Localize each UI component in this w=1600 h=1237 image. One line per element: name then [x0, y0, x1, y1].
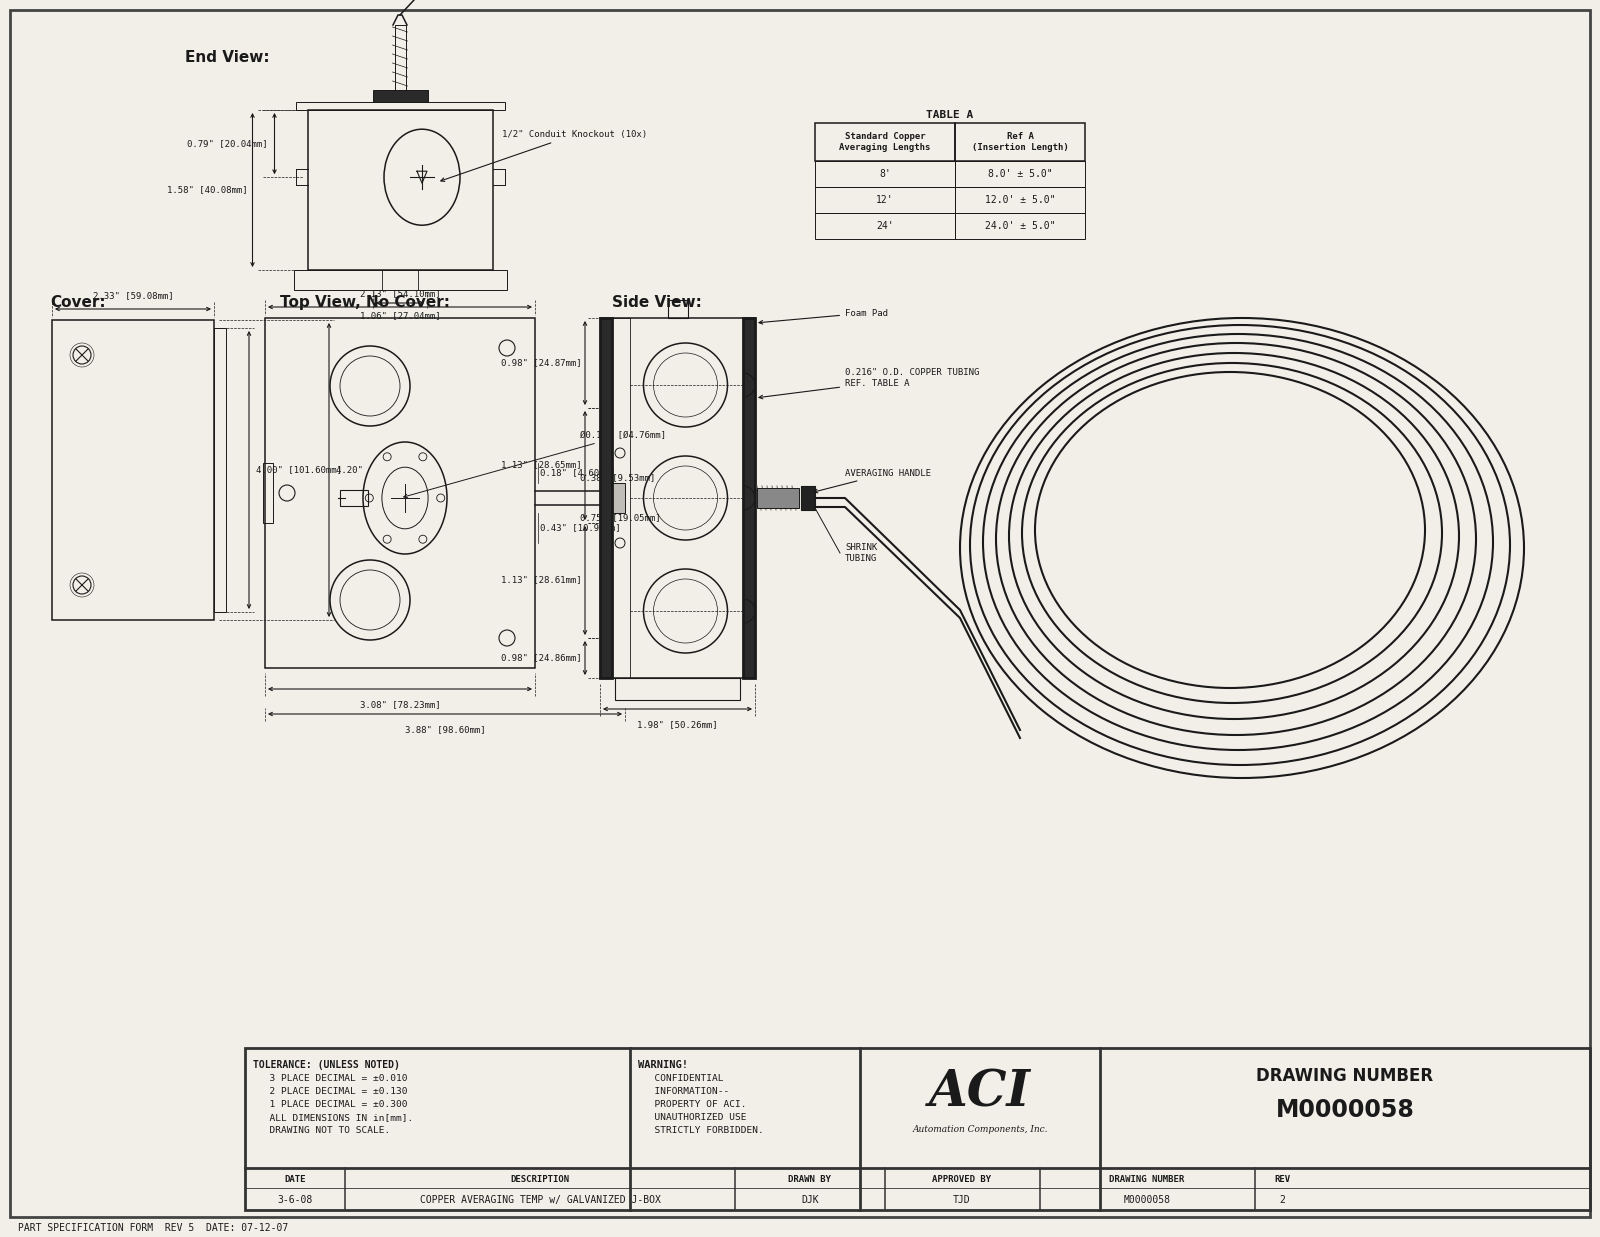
Bar: [955, 122, 1085, 161]
Bar: [955, 213, 1085, 239]
Text: DRAWING NOT TO SCALE.: DRAWING NOT TO SCALE.: [258, 1126, 390, 1136]
Bar: [814, 161, 955, 187]
Text: DRAWING NUMBER: DRAWING NUMBER: [1256, 1068, 1434, 1085]
Text: Foam Pad: Foam Pad: [758, 308, 888, 324]
Text: DRAWING NUMBER: DRAWING NUMBER: [1109, 1175, 1184, 1185]
Text: Automation Components, Inc.: Automation Components, Inc.: [912, 1126, 1048, 1134]
Text: WARNING!: WARNING!: [638, 1060, 688, 1070]
Ellipse shape: [363, 442, 446, 554]
Text: 0.75" [19.05mm]: 0.75" [19.05mm]: [579, 513, 661, 522]
Bar: [266, 318, 534, 668]
Ellipse shape: [1054, 390, 1405, 670]
Text: DATE: DATE: [285, 1175, 306, 1185]
Text: 3.88" [98.60mm]: 3.88" [98.60mm]: [405, 725, 485, 734]
Text: 2.13" [54.10mm]: 2.13" [54.10mm]: [360, 289, 440, 298]
Text: UNAUTHORIZED USE: UNAUTHORIZED USE: [643, 1113, 747, 1122]
Text: 1.98" [50.26mm]: 1.98" [50.26mm]: [637, 720, 718, 729]
Text: ACI: ACI: [930, 1069, 1030, 1117]
Text: 1.13" [28.65mm]: 1.13" [28.65mm]: [501, 460, 582, 470]
Bar: [742, 318, 755, 678]
Text: Side View:: Side View:: [611, 294, 702, 310]
Bar: [373, 90, 427, 101]
Text: DJK: DJK: [802, 1195, 819, 1205]
Bar: [802, 486, 814, 510]
Text: TABLE A: TABLE A: [926, 110, 974, 120]
Text: 12': 12': [877, 195, 894, 205]
Text: 0.18" [4.60mm]: 0.18" [4.60mm]: [541, 469, 616, 477]
Text: DESCRIPTION: DESCRIPTION: [510, 1175, 570, 1185]
Bar: [606, 482, 626, 513]
Bar: [611, 318, 630, 678]
Bar: [614, 678, 739, 700]
Text: 1.58" [40.08mm]: 1.58" [40.08mm]: [166, 186, 248, 194]
Text: DRAWN BY: DRAWN BY: [789, 1175, 832, 1185]
Text: ALL DIMENSIONS IN in[mm].: ALL DIMENSIONS IN in[mm].: [258, 1113, 413, 1122]
Text: 8.0' ± 5.0": 8.0' ± 5.0": [987, 169, 1053, 179]
Text: TOLERANCE: (UNLESS NOTED): TOLERANCE: (UNLESS NOTED): [253, 1060, 400, 1070]
Text: 24.0' ± 5.0": 24.0' ± 5.0": [984, 221, 1056, 231]
Text: TJD: TJD: [954, 1195, 971, 1205]
Text: INFORMATION--: INFORMATION--: [643, 1087, 730, 1096]
Text: 0.98" [24.87mm]: 0.98" [24.87mm]: [501, 359, 582, 367]
Text: 1.06" [27.04mm]: 1.06" [27.04mm]: [360, 310, 440, 320]
Text: 8': 8': [878, 169, 891, 179]
Bar: [307, 110, 493, 270]
Text: End View:: End View:: [186, 49, 270, 66]
Text: PART SPECIFICATION FORM  REV 5  DATE: 07-12-07: PART SPECIFICATION FORM REV 5 DATE: 07-1…: [18, 1223, 288, 1233]
Text: 4.00" [101.60mm]: 4.00" [101.60mm]: [256, 465, 342, 475]
Text: AVERAGING HANDLE: AVERAGING HANDLE: [814, 469, 931, 492]
Bar: [814, 213, 955, 239]
Text: COPPER AVERAGING TEMP w/ GALVANIZED J-BOX: COPPER AVERAGING TEMP w/ GALVANIZED J-BO…: [419, 1195, 661, 1205]
Bar: [814, 187, 955, 213]
Bar: [293, 270, 507, 289]
Text: 1 PLACE DECIMAL = ±0.300: 1 PLACE DECIMAL = ±0.300: [258, 1100, 408, 1110]
Text: 0.38" [9.53mm]: 0.38" [9.53mm]: [579, 474, 656, 482]
Text: REV: REV: [1274, 1175, 1290, 1185]
Text: Ref A
(Insertion Length): Ref A (Insertion Length): [971, 132, 1069, 152]
Text: 12.0' ± 5.0": 12.0' ± 5.0": [984, 195, 1056, 205]
Text: 2 PLACE DECIMAL = ±0.130: 2 PLACE DECIMAL = ±0.130: [258, 1087, 408, 1096]
Text: SHRINK
TUBING: SHRINK TUBING: [845, 543, 877, 563]
Text: 1/2" Conduit Knockout (10x): 1/2" Conduit Knockout (10x): [440, 130, 646, 182]
Text: STRICTLY FORBIDDEN.: STRICTLY FORBIDDEN.: [643, 1126, 763, 1136]
Text: M0000058: M0000058: [1275, 1098, 1414, 1122]
Text: Standard Copper
Averaging Lengths: Standard Copper Averaging Lengths: [840, 132, 931, 152]
Bar: [600, 318, 611, 678]
Bar: [667, 301, 688, 318]
Text: 0.43" [10.99mm]: 0.43" [10.99mm]: [541, 523, 621, 532]
Bar: [814, 122, 955, 161]
Text: 3.08" [78.23mm]: 3.08" [78.23mm]: [360, 700, 440, 709]
Bar: [296, 101, 504, 110]
Bar: [757, 489, 798, 508]
Bar: [214, 328, 226, 612]
Text: 0.98" [24.86mm]: 0.98" [24.86mm]: [501, 653, 582, 663]
Bar: [395, 25, 405, 90]
Text: 0.216" O.D. COPPER TUBING
REF. TABLE A: 0.216" O.D. COPPER TUBING REF. TABLE A: [758, 369, 979, 398]
Text: Ø0.19" [Ø4.76mm]: Ø0.19" [Ø4.76mm]: [403, 430, 666, 497]
Text: 2: 2: [1278, 1195, 1285, 1205]
Text: CONFIDENTIAL: CONFIDENTIAL: [643, 1074, 723, 1084]
Bar: [245, 1048, 1590, 1210]
Text: 3 PLACE DECIMAL = ±0.010: 3 PLACE DECIMAL = ±0.010: [258, 1074, 408, 1084]
Text: 1.13" [28.61mm]: 1.13" [28.61mm]: [501, 575, 582, 585]
Text: PROPERTY OF ACI.: PROPERTY OF ACI.: [643, 1100, 747, 1110]
Text: M0000058: M0000058: [1123, 1195, 1171, 1205]
Bar: [51, 320, 214, 620]
Text: APPROVED BY: APPROVED BY: [933, 1175, 992, 1185]
Bar: [955, 187, 1085, 213]
Text: 4.20" [106.67mm]: 4.20" [106.67mm]: [336, 465, 422, 475]
Bar: [262, 463, 274, 523]
Bar: [339, 490, 368, 506]
Text: 0.79" [20.04mm]: 0.79" [20.04mm]: [187, 139, 267, 148]
Text: Cover:: Cover:: [50, 294, 106, 310]
Text: Top View, No Cover:: Top View, No Cover:: [280, 294, 450, 310]
Bar: [955, 161, 1085, 187]
Text: 24': 24': [877, 221, 894, 231]
Text: 2.33" [59.08mm]: 2.33" [59.08mm]: [93, 291, 173, 301]
Text: 3-6-08: 3-6-08: [277, 1195, 312, 1205]
